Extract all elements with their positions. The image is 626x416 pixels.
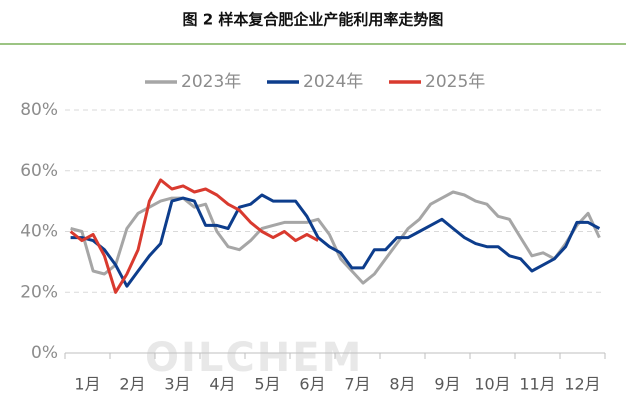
x-tick-label: 8月 bbox=[389, 375, 415, 394]
x-tick-label: 5月 bbox=[254, 375, 280, 394]
legend-label: 2025年 bbox=[425, 72, 485, 92]
y-tick-label: 80% bbox=[20, 100, 58, 120]
x-tick-label: 1月 bbox=[74, 375, 100, 394]
x-tick-label: 7月 bbox=[344, 375, 370, 394]
x-tick-label: 2月 bbox=[119, 375, 145, 394]
x-tick-label: 3月 bbox=[164, 375, 190, 394]
legend-label: 2023年 bbox=[181, 72, 241, 92]
watermark: OILCHEM bbox=[145, 335, 363, 381]
chart-title: 图 2 样本复合肥企业产能利用率走势图 bbox=[183, 11, 444, 29]
x-tick-label: 4月 bbox=[209, 375, 235, 394]
x-tick-label: 9月 bbox=[434, 375, 460, 394]
x-tick-label: 11月 bbox=[519, 375, 555, 394]
x-tick-label: 10月 bbox=[474, 375, 510, 394]
legend-label: 2024年 bbox=[303, 72, 363, 92]
x-tick-label: 6月 bbox=[299, 375, 325, 394]
y-tick-label: 20% bbox=[20, 282, 58, 302]
series-line bbox=[70, 193, 601, 288]
series-line bbox=[70, 190, 601, 285]
x-tick-label: 12月 bbox=[564, 375, 600, 394]
y-tick-label: 0% bbox=[31, 343, 58, 363]
series-line bbox=[69, 178, 319, 294]
y-tick-label: 60% bbox=[20, 161, 58, 181]
y-tick-label: 40% bbox=[20, 222, 58, 242]
